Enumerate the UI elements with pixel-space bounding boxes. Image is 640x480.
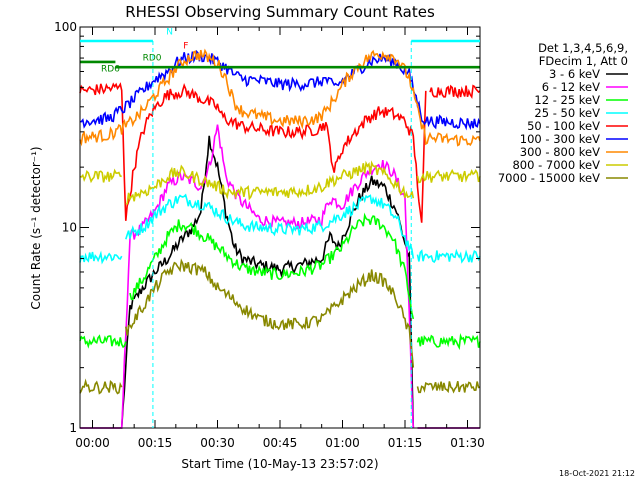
- series-line-8-segment-1: [125, 258, 415, 368]
- legend-header-line-1: Det 1,3,4,5,6,9,: [538, 41, 628, 55]
- legend-label-7: 800 - 7000 keV: [512, 158, 600, 172]
- legend-header-line-2: FDecim 1, Att 0: [539, 54, 628, 68]
- x-tick-label-2: 00:30: [200, 436, 235, 450]
- x-axis-label: Start Time (10-May-13 23:57:02): [181, 457, 378, 471]
- x-tick-label-3: 00:45: [263, 436, 298, 450]
- series-line-4-segment-1: [429, 84, 481, 99]
- series-line-3-segment-0: [79, 250, 123, 265]
- annotation-0: N: [166, 27, 173, 37]
- x-tick-label-4: 01:00: [325, 436, 360, 450]
- y-tick-label-0: 1: [69, 421, 77, 435]
- series-line-0-segment-0: [80, 135, 415, 429]
- legend-label-2: 12 - 25 keV: [534, 93, 600, 107]
- legend-label-4: 50 - 100 keV: [527, 119, 600, 133]
- series-line-7-segment-0: [79, 168, 122, 184]
- series-line-2-segment-2: [416, 333, 481, 351]
- x-tick-label-6: 01:30: [450, 436, 485, 450]
- annotation-1: RD0: [143, 54, 162, 64]
- x-tick-label-5: 01:15: [388, 436, 423, 450]
- series-line-7-segment-2: [416, 168, 481, 184]
- plot-lines: [79, 48, 481, 429]
- y-tick-label-2: 100: [54, 20, 77, 34]
- legend-label-5: 100 - 300 keV: [520, 132, 600, 146]
- legend: Det 1,3,4,5,6,9, FDecim 1, Att 0 3 - 6 k…: [498, 41, 628, 185]
- x-tick-label-1: 00:15: [138, 436, 173, 450]
- legend-label-1: 6 - 12 keV: [542, 80, 600, 94]
- annotation-2: RD6: [101, 64, 120, 74]
- series-line-6-segment-0: [79, 48, 481, 147]
- x-tick-label-0: 00:00: [75, 436, 110, 450]
- chart-title: RHESSI Observing Summary Count Rates: [125, 3, 435, 21]
- ticks: 00:00 00:15 00:30 00:45 01:00 01:15 01:30 1 10 10…: [54, 20, 485, 450]
- annotations: N RD0 RD6 F: [80, 27, 480, 428]
- legend-label-6: 300 - 800 keV: [520, 145, 600, 159]
- y-tick-label-1: 10: [62, 221, 77, 235]
- series-line-8-segment-0: [79, 378, 123, 395]
- series-line-7-segment-1: [125, 160, 415, 205]
- series-line-8-segment-2: [416, 381, 481, 394]
- footer-date: 18-Oct-2021 21:12: [559, 469, 635, 478]
- series-line-4-segment-0: [79, 82, 427, 223]
- series-line-3-segment-2: [416, 248, 481, 264]
- annotation-3: F: [183, 42, 188, 52]
- legend-label-3: 25 - 50 keV: [534, 106, 600, 120]
- legend-label-0: 3 - 6 keV: [549, 67, 600, 81]
- series-line-3-segment-1: [125, 193, 415, 259]
- series-line-2-segment-1: [129, 212, 415, 320]
- legend-label-8: 7000 - 15000 keV: [498, 171, 600, 185]
- y-axis-label: Count Rate (s⁻¹ detector⁻¹): [29, 146, 43, 309]
- series-line-2-segment-0: [79, 334, 127, 349]
